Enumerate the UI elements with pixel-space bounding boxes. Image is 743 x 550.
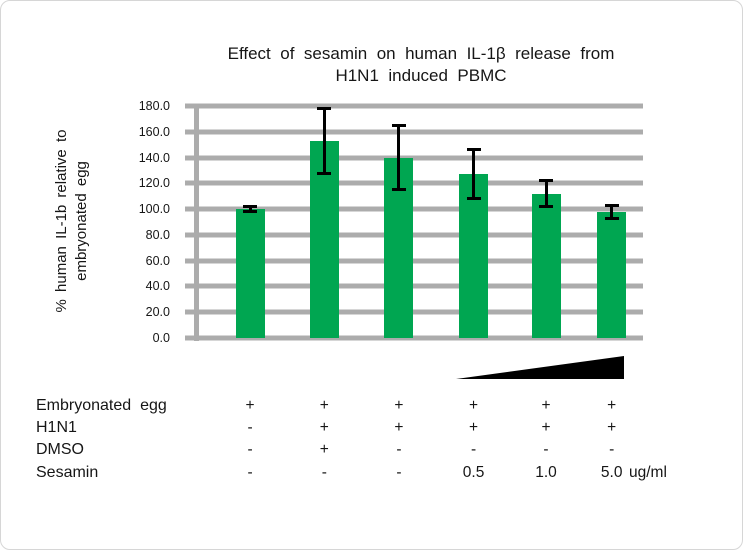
y-axis-tick-label: 180.0	[138, 99, 170, 113]
condition-cell: +	[319, 397, 329, 414]
y-axis-tick	[185, 129, 196, 135]
condition-cell: -	[609, 441, 615, 458]
error-bar	[544, 180, 548, 207]
gridline	[196, 232, 643, 238]
y-axis-tick-label: 40.0	[145, 279, 170, 294]
y-axis-tick	[185, 232, 196, 238]
error-bar	[322, 108, 326, 173]
y-axis-tick-label: 80.0	[145, 227, 170, 242]
error-bar-cap	[391, 123, 406, 127]
y-axis-tick-label: 60.0	[145, 253, 170, 268]
condition-cell: -	[543, 441, 549, 458]
y-axis-tick	[185, 180, 196, 186]
condition-cell: -	[396, 441, 402, 458]
error-bar-cap	[466, 148, 481, 152]
condition-cell: +	[541, 419, 551, 436]
condition-row-label: H1N1	[36, 419, 77, 436]
condition-cell: +	[319, 419, 329, 436]
gridline	[196, 180, 643, 186]
gridline	[196, 129, 643, 135]
condition-cell: -	[321, 464, 327, 481]
y-axis-tick-label: 160.0	[138, 124, 170, 139]
sesamin-unit-label: ug/ml	[629, 464, 667, 481]
bar-1	[235, 209, 265, 338]
bar-6	[597, 211, 627, 338]
condition-cell: +	[394, 419, 404, 436]
condition-cell: -	[470, 441, 477, 458]
error-bar-cap	[539, 179, 553, 183]
error-bar-cap	[391, 188, 406, 192]
condition-row-label: DMSO	[36, 441, 84, 458]
error-bar	[248, 206, 252, 212]
y-axis-tick	[185, 155, 196, 161]
y-axis-tick-label: 140.0	[138, 150, 170, 165]
plot-area: 0.0 20.0 40.0 60.0 80.0 100.0 120.0 140.0 160.0 1…	[139, 99, 643, 345]
gridline	[196, 103, 643, 109]
error-bar-cap	[466, 197, 481, 201]
error-bar-cap	[317, 107, 332, 111]
y-axis-tick-label: 100.0	[138, 202, 170, 217]
condition-cell: -	[247, 441, 253, 458]
error-bar	[472, 149, 476, 199]
error-bar-cap	[243, 205, 258, 209]
y-axis-title: % human IL-1b relative to embryonated eg…	[52, 129, 90, 313]
error-bar-cap	[243, 210, 258, 214]
condition-cell: +	[541, 397, 551, 414]
error-bar-cap	[604, 203, 619, 207]
gridline	[196, 258, 643, 264]
condition-cell: 1.0	[535, 464, 557, 481]
y-axis-tick	[185, 258, 196, 264]
gridline	[196, 283, 643, 289]
condition-cell: +	[607, 397, 617, 414]
bar-5	[531, 193, 561, 338]
bar-4	[459, 174, 489, 338]
error-bar	[610, 205, 614, 219]
y-axis-tick	[185, 103, 196, 109]
condition-cell: +	[245, 397, 255, 414]
y-axis-tick	[185, 206, 196, 212]
condition-cell: +	[469, 397, 479, 414]
gridline	[196, 155, 643, 161]
y-axis-tick-label: 20.0	[145, 305, 170, 320]
y-axis-tick	[185, 309, 196, 315]
y-axis-tick	[185, 335, 196, 341]
concentration-gradient-triangle-icon	[456, 356, 624, 379]
gridline	[196, 206, 643, 212]
error-bar-cap	[539, 205, 553, 209]
chart-title: Effect of sesamin on human IL-1β release…	[227, 44, 615, 86]
condition-cell: -	[247, 464, 253, 481]
y-axis-tick-label: 0.0	[152, 331, 170, 345]
y-axis-line	[194, 103, 199, 341]
y-axis-tick	[185, 283, 196, 289]
condition-row-label: Embryonated egg	[36, 397, 167, 414]
condition-cell: +	[469, 419, 479, 436]
gridline	[196, 335, 643, 341]
condition-cell: +	[319, 441, 329, 458]
condition-cell: -	[396, 464, 402, 481]
y-axis-tick-label: 120.0	[138, 176, 170, 191]
error-bar	[397, 125, 401, 190]
condition-cell: 5.0	[600, 464, 623, 481]
error-bar-cap	[604, 216, 619, 220]
condition-cell: -	[247, 419, 253, 436]
condition-cell: +	[607, 419, 617, 436]
condition-row-label: Sesamin	[36, 464, 99, 481]
error-bar-cap	[317, 171, 332, 175]
condition-cell: 0.5	[462, 464, 485, 481]
gridline	[196, 309, 643, 315]
condition-cell: +	[394, 397, 404, 414]
